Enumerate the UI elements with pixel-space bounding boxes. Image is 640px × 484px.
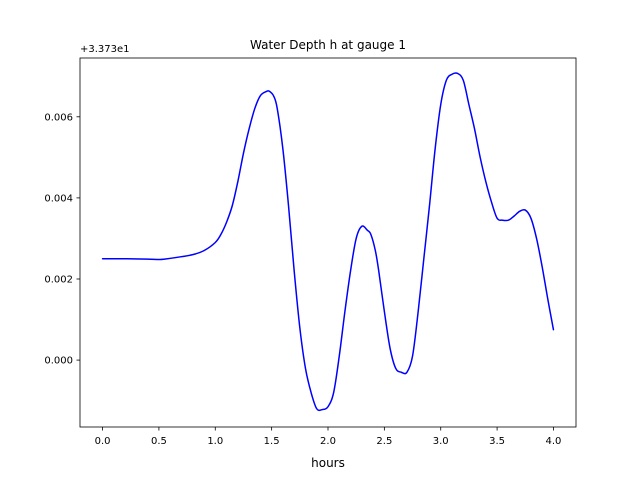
chart-title: Water Depth h at gauge 1 [250,38,406,52]
x-tick-label: 1.5 [264,436,280,447]
x-tick-label: 3.0 [433,436,449,447]
series-line [101,72,555,412]
x-axis-title: hours [311,456,345,470]
x-tick-label: 2.0 [320,436,336,447]
x-tick-label: 0.0 [95,436,111,447]
y-tick-label: 0.004 [44,193,73,204]
plot-series [101,72,555,412]
x-tick-label: 3.5 [489,436,505,447]
x-tick-label: 1.0 [207,436,223,447]
y-tick-label: 0.006 [44,112,73,123]
x-tick-label: 2.5 [376,436,392,447]
x-tick-label: 4.0 [546,436,562,447]
axis-ticks: 0.0 0.5 1.0 1.5 2.0 2.5 3.0 3.5 4.0 0.000 0.002 0.0… [44,112,561,447]
x-tick-label: 0.5 [151,436,167,447]
y-tick-label: 0.002 [44,274,73,285]
axes-frame [79,57,577,428]
y-axis-offset-label: +3.373e1 [80,44,130,55]
y-tick-label: 0.000 [44,356,73,367]
